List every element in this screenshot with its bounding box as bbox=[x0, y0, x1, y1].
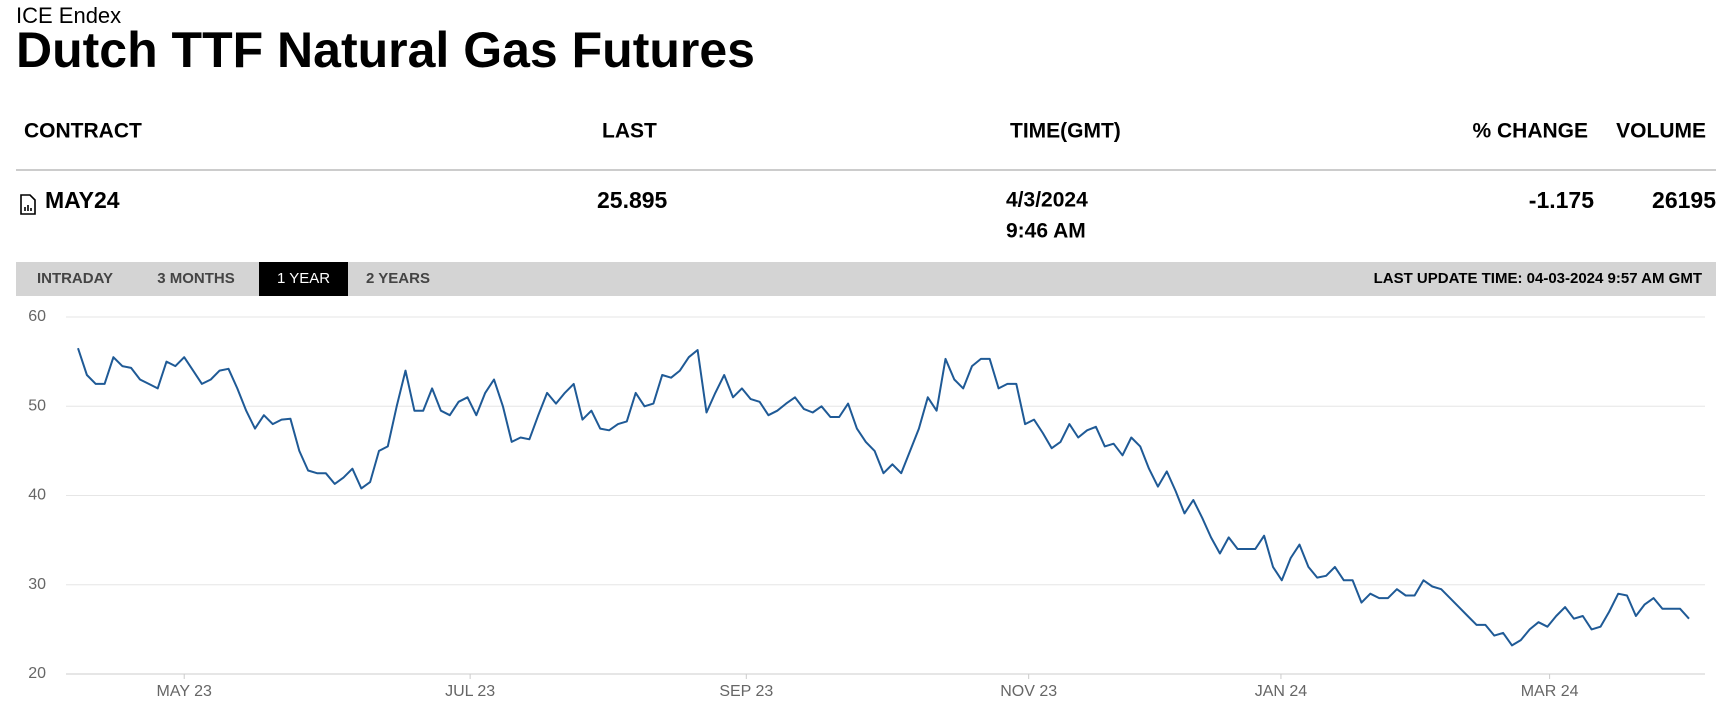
tab[interactable]: 3 MONTHS bbox=[157, 270, 235, 287]
page-title: Dutch TTF Natural Gas Futures bbox=[16, 22, 755, 78]
x-tick-label: NOV 23 bbox=[1000, 683, 1057, 700]
y-tick-label: 30 bbox=[28, 576, 46, 593]
x-tick-label: JUL 23 bbox=[445, 683, 495, 700]
tab-active-bg bbox=[259, 262, 348, 296]
x-tick-label: SEP 23 bbox=[719, 683, 773, 700]
y-tick-label: 50 bbox=[28, 397, 46, 414]
change: -1.175 bbox=[1529, 187, 1594, 213]
price-line bbox=[77, 347, 1690, 647]
y-tick-label: 20 bbox=[28, 665, 46, 682]
last-update: LAST UPDATE TIME: 04-03-2024 9:57 AM GMT bbox=[1374, 270, 1702, 287]
x-tick-label: MAY 23 bbox=[157, 683, 213, 700]
y-tick-label: 60 bbox=[28, 308, 46, 325]
x-tick-label: MAR 24 bbox=[1521, 683, 1579, 700]
chart-icon bbox=[20, 194, 36, 215]
tab[interactable]: 2 YEARS bbox=[366, 270, 430, 287]
col-header: VOLUME bbox=[1616, 120, 1706, 143]
contract[interactable]: MAY24 bbox=[45, 187, 120, 213]
col-header: % CHANGE bbox=[1472, 120, 1588, 143]
col-header: CONTRACT bbox=[24, 120, 142, 143]
col-header: TIME(GMT) bbox=[1010, 120, 1121, 143]
volume: 26195 bbox=[1652, 187, 1716, 213]
tab[interactable]: INTRADAY bbox=[37, 270, 113, 287]
date: 4/3/2024 bbox=[1006, 189, 1088, 212]
y-tick-label: 40 bbox=[28, 487, 46, 504]
time: 9:46 AM bbox=[1006, 220, 1086, 243]
col-header: LAST bbox=[602, 120, 657, 143]
x-tick-label: JAN 24 bbox=[1255, 683, 1308, 700]
tab[interactable]: 1 YEAR bbox=[277, 270, 330, 287]
source: ICE Endex bbox=[16, 3, 121, 28]
last: 25.895 bbox=[597, 187, 668, 213]
